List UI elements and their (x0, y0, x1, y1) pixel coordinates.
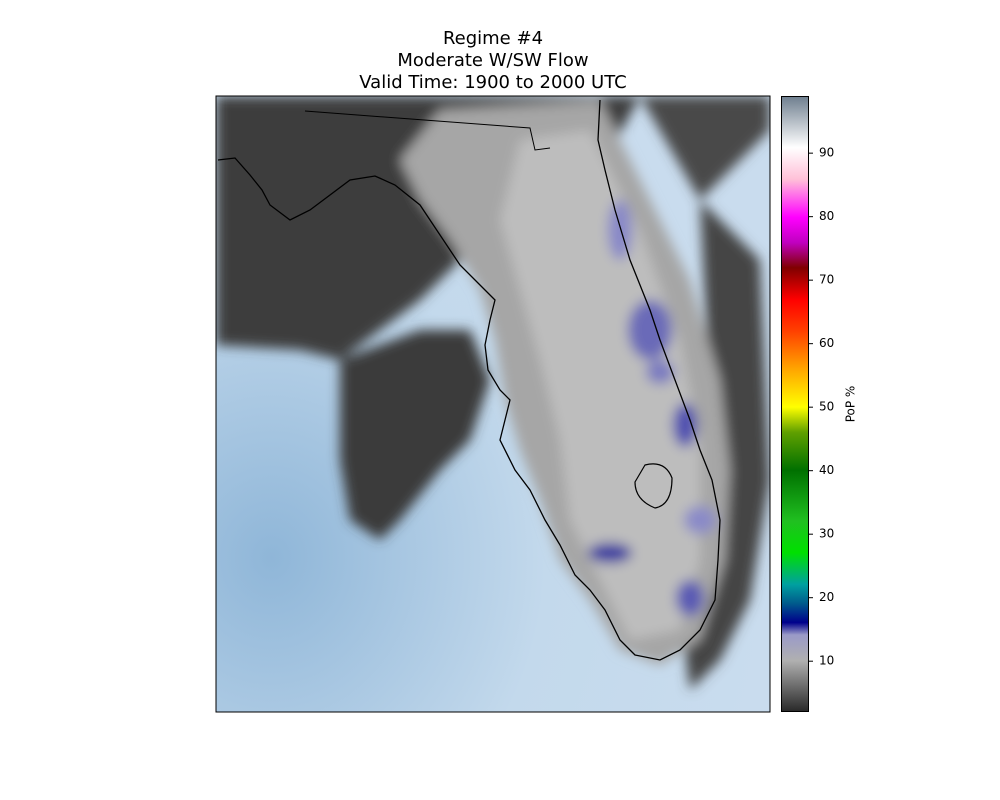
map-area (216, 96, 770, 712)
colorbar (781, 96, 809, 712)
colorbar-tick-label: 70 (819, 273, 834, 287)
axes-frame (215, 95, 771, 713)
colorbar-tick-label: 20 (819, 590, 834, 604)
lake (634, 463, 673, 509)
colorbar-tick-label: 90 (819, 146, 834, 160)
title-line: Moderate W/SW Flow (397, 50, 588, 71)
colorbar-tick-label: 10 (819, 654, 834, 668)
colorbar-ticks: 10 20 30 40 50 60 70 80 90 (809, 146, 834, 668)
state-border (304, 110, 551, 151)
colorbar-tick-label: 80 (819, 209, 834, 223)
pop-field (216, 96, 770, 690)
coastline (217, 99, 721, 661)
colorbar-tick-label: 50 (819, 400, 834, 414)
colorbar-label: PoP % (844, 386, 858, 423)
title-line: Regime #4 (443, 28, 543, 49)
title-line: Valid Time: 1900 to 2000 UTC (359, 72, 626, 93)
colorbar-tick-label: 30 (819, 527, 834, 541)
colorbar-tick-label: 60 (819, 336, 834, 350)
colorbar-tick-label: 40 (819, 463, 834, 477)
